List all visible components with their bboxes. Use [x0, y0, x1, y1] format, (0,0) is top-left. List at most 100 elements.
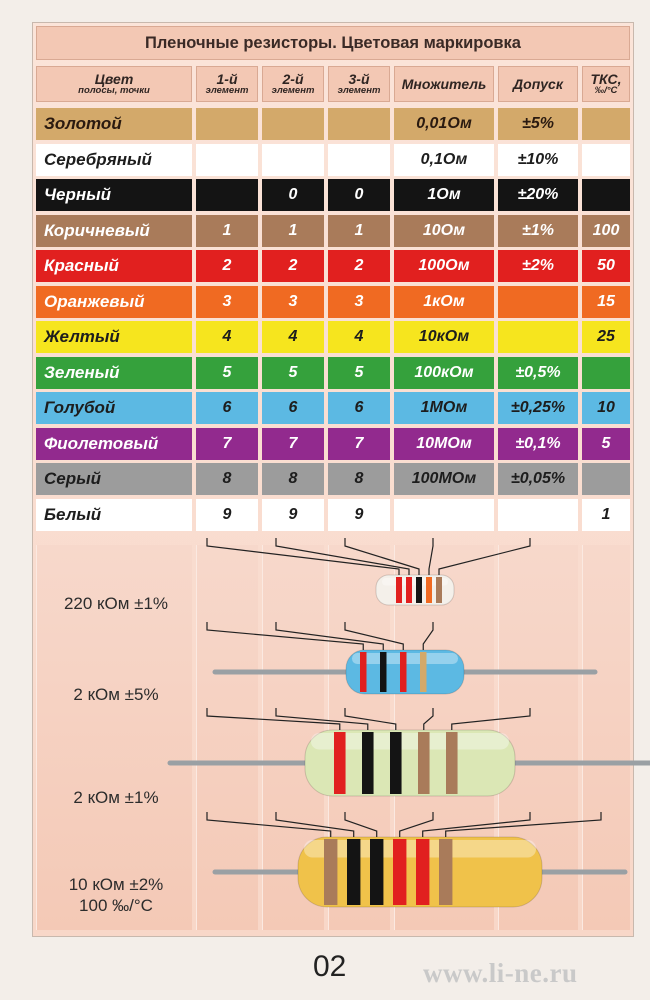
table-cell-tks	[582, 356, 630, 389]
table-cell-tks: 10	[582, 392, 630, 424]
example-label: 220 кОм ±1%	[36, 593, 196, 614]
table-cell-mult: 10Ом	[394, 214, 494, 247]
table-cell-d2: 3	[262, 285, 324, 318]
table-cell-tol: ±10%	[498, 143, 578, 176]
band-connector-line	[445, 812, 602, 837]
column-header-subtitle: ‰/°С	[594, 85, 618, 97]
table-cell-d2: 9	[262, 498, 324, 531]
table-cell-mult: 0,1Ом	[394, 143, 494, 176]
table-cell-d3: 9	[328, 498, 390, 531]
table-cell-d1	[196, 179, 258, 211]
resistor-band	[393, 839, 407, 905]
color-name-cell: Белый	[36, 498, 192, 531]
table-cell-mult: 100МОм	[394, 463, 494, 495]
band-connector-line	[344, 812, 378, 837]
resistor-band	[406, 577, 412, 603]
color-name-cell: Серый	[36, 463, 192, 495]
example-value-text: 2 кОм ±1%	[73, 788, 159, 807]
band-connector-line	[399, 812, 434, 837]
color-name-cell: Черный	[36, 179, 192, 211]
resistor-band	[420, 652, 427, 692]
table-cell-mult: 1кОм	[394, 285, 494, 318]
table-cell-d2: 1	[262, 214, 324, 247]
resistor-band	[436, 577, 442, 603]
example-tks-text: 100 ‰/°С	[79, 896, 153, 916]
example-value-text: 220 кОм ±1%	[63, 594, 169, 613]
resistor-band	[380, 652, 387, 692]
resistor-band	[324, 839, 338, 905]
color-name-cell: Желтый	[36, 321, 192, 353]
resistor-band	[416, 839, 430, 905]
band-connector-line	[206, 538, 400, 575]
band-connector-line	[451, 708, 531, 730]
band-connector-line	[206, 622, 364, 650]
column-header-title: Цвет	[94, 70, 134, 87]
table-cell-d1	[196, 108, 258, 140]
table-cell-mult	[394, 498, 494, 531]
band-connector-line	[422, 622, 434, 650]
example-label: 10 кОм ±2% 100 ‰/°С	[36, 874, 196, 917]
column-header-title: ТКС,	[590, 70, 622, 87]
resistor-band	[400, 652, 407, 692]
table-cell-d3: 8	[328, 463, 390, 495]
table-cell-d3: 0	[328, 179, 390, 211]
resistor-band	[426, 577, 432, 603]
table-cell-d3	[328, 108, 390, 140]
resistor-band	[418, 732, 430, 794]
column-header: 1-й элемент	[196, 66, 258, 102]
table-cell-tks: 15	[582, 285, 630, 318]
column-header: 2-й элемент	[262, 66, 324, 102]
table-cell-d2: 8	[262, 463, 324, 495]
table-cell-d2: 7	[262, 427, 324, 460]
band-connector-line	[206, 708, 341, 730]
table-cell-d3: 2	[328, 250, 390, 282]
table-cell-tks: 50	[582, 250, 630, 282]
resistor-band	[360, 652, 367, 692]
table-cell-d2: 5	[262, 356, 324, 389]
color-name-cell: Красный	[36, 250, 192, 282]
resistor-band	[416, 577, 422, 603]
page-title: Пленочные резисторы. Цветовая маркировка	[36, 26, 630, 60]
color-name-cell: Золотой	[36, 108, 192, 140]
table-cell-d1: 1	[196, 214, 258, 247]
table-cell-mult: 100Ом	[394, 250, 494, 282]
resistor-band	[334, 732, 346, 794]
table-cell-tol: ±2%	[498, 250, 578, 282]
table-cell-tks: 100	[582, 214, 630, 247]
band-connector-line	[344, 708, 397, 730]
table-cell-d3: 6	[328, 392, 390, 424]
resistor-band	[439, 839, 453, 905]
table-cell-d2	[262, 108, 324, 140]
table-cell-mult: 0,01Ом	[394, 108, 494, 140]
table-cell-tol: ±0,05%	[498, 463, 578, 495]
table-cell-d3: 3	[328, 285, 390, 318]
table-cell-d1: 2	[196, 250, 258, 282]
band-connector-line	[206, 812, 332, 837]
resistor-body	[375, 574, 455, 606]
page-number: 02	[313, 950, 347, 983]
color-name-cell: Оранжевый	[36, 285, 192, 318]
table-cell-d1: 7	[196, 427, 258, 460]
example-value-text: 10 кОм ±2%	[68, 875, 164, 894]
table-cell-tol	[498, 285, 578, 318]
color-name-cell: Серебряный	[36, 143, 192, 176]
band-connector-line	[438, 538, 531, 575]
table-cell-tol	[498, 498, 578, 531]
column-header-title: Допуск	[513, 75, 563, 92]
table-cell-tks: 5	[582, 427, 630, 460]
table-cell-d2: 6	[262, 392, 324, 424]
column-header-title: Множитель	[401, 75, 487, 92]
column-header-title: 3-й	[348, 70, 370, 87]
table-cell-tol: ±1%	[498, 214, 578, 247]
table-cell-d2	[262, 143, 324, 176]
table-cell-d3: 7	[328, 427, 390, 460]
example-column-bg	[582, 545, 630, 930]
resistor-band	[396, 577, 402, 603]
table-cell-d1	[196, 143, 258, 176]
table-cell-mult: 10кОм	[394, 321, 494, 353]
table-cell-tol: ±0,5%	[498, 356, 578, 389]
example-column-bg	[36, 545, 192, 930]
resistor-band	[362, 732, 374, 794]
resistor-body	[304, 729, 516, 797]
table-cell-tol	[498, 321, 578, 353]
